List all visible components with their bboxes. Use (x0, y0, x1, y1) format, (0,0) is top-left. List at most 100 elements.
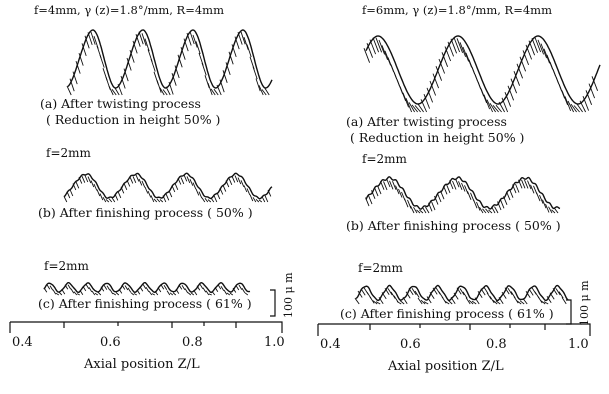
right-profile-a-hatch-line (531, 38, 539, 53)
right-f-label-b: f=2mm (362, 152, 408, 166)
right-profile-b-hatch-line (464, 185, 469, 194)
right-axis: 0.4 0.6 0.8 1.0 Axial position Z/L (317, 323, 591, 374)
left-profile-a-hatch-line (120, 75, 126, 89)
left-profile-c-hatch-line (202, 287, 207, 293)
right-profile-c-hatch-line (486, 292, 492, 300)
right-profile-b-hatch-line (530, 184, 535, 194)
left-profile-b-hatch-line (249, 194, 254, 202)
right-profile-b-hatch-line (407, 199, 412, 209)
right-profile-b-hatch-line (386, 178, 391, 188)
left-profile-c-hatch-line (190, 292, 195, 296)
left-profile-a-hatch-line (192, 34, 198, 48)
right-profile-a-hatch-line (567, 100, 575, 113)
right-profile-a-hatch-line (534, 37, 542, 53)
left-profile-c-hatch-line (241, 287, 246, 293)
right-profile-b-hatch-line (542, 199, 547, 209)
left-profile-c-hatch-line (103, 284, 108, 290)
left-profile-c-hatch-line (109, 289, 114, 295)
right-profile-c-hatch-line (465, 297, 471, 305)
left-profile-a-hatch-line (210, 88, 216, 96)
right-profile-b-hatch-line (383, 181, 388, 191)
right-profile-c-hatch-line (444, 300, 450, 305)
right-profile-a-hatch-line (438, 58, 446, 74)
left-profile-c-hatch-line (163, 285, 168, 291)
left-profile-a-hatch-line (111, 89, 117, 96)
left-profile-c-hatch-line (205, 290, 210, 296)
right-profile-a-hatch-line (441, 52, 449, 67)
left-profile-a-hatch-line (252, 66, 258, 80)
left-profile-b-hatch-line (204, 198, 209, 203)
right-profile-c-hatch-line (543, 301, 549, 305)
right-profile-a-hatch-line (543, 48, 551, 64)
left-profile-b-hatch-line (132, 176, 137, 183)
left-profile-b-hatch-line (150, 195, 155, 203)
right-tick-1-0: 1.0 (568, 337, 589, 352)
right-profile-b-hatch-line (494, 206, 499, 214)
left-profile-a-hatch-line (123, 68, 129, 82)
right-profile-a-hatch-line (573, 105, 580, 113)
left-profile-b-hatch-line (144, 186, 149, 194)
left-profile-c-hatch-line (226, 292, 231, 296)
right-profile-c-hatch-line (420, 299, 426, 305)
left-profile-c-hatch-line (70, 288, 75, 294)
left-profile-b-hatch-line (138, 178, 143, 186)
left-profile-a-hatch-line (258, 85, 264, 96)
right-profile-b-hatch-line (485, 208, 490, 214)
left-profile-c-hatch-line (49, 285, 54, 291)
left-caption-a: (a) After twisting process (40, 96, 201, 111)
left-profile-b-hatch-line (87, 176, 92, 184)
right-profile-c-hatch-line (387, 288, 393, 296)
left-profile-a-hatch-line (207, 82, 213, 96)
right-profile-a-hatch-line (483, 94, 491, 110)
right-profile-b-hatch-line (416, 209, 421, 214)
left-profile-a-hatch-line (129, 49, 135, 63)
right-profile-a-hatch-line (495, 104, 502, 113)
left-profile-b-hatch-line (99, 193, 104, 201)
right-profile-a-curve (365, 35, 601, 105)
right-profile-b-hatch-line (473, 199, 478, 209)
left-profile-c-hatch-line (169, 292, 174, 296)
left-profile-b-hatch-line (246, 188, 251, 196)
left-profile-c-hatch-line (244, 292, 249, 296)
left-profile-a-hatch-line (132, 40, 138, 54)
right-profile-b-hatch-line (398, 188, 403, 198)
left-profile-c-hatch-line (88, 287, 93, 293)
left-profile-a-hatch-line (156, 80, 162, 93)
right-profile-a-hatch-line (399, 86, 407, 102)
left-profile-a-hatch-line (264, 88, 270, 96)
left-profile-b-hatch-line (75, 181, 80, 189)
left-profile-a-hatch-line (84, 35, 90, 49)
left-profile-b-hatch-line (141, 180, 146, 188)
right-profile-a-hatch-line (378, 39, 386, 55)
left-caption-c: (c) After finishing process ( 61% ) (38, 296, 252, 311)
right-profile-c-hatch-line (414, 290, 420, 298)
right-profile-a-hatch-line (492, 105, 499, 113)
left-profile-b-hatch-line (147, 190, 152, 198)
right-profile-a-hatch-line (540, 43, 548, 59)
right-profile-b-hatch-line (377, 185, 382, 195)
left-profile-a-hatch-line (243, 37, 249, 50)
right-profile-b-hatch-line (521, 179, 526, 189)
right-profile-b-hatch-line (551, 209, 556, 214)
left-profile-a-hatch-line (189, 31, 195, 45)
right-profile-c-hatch-line (477, 290, 483, 298)
left-profile-a-hatch-line (162, 89, 168, 96)
left-profile-a-hatch-line (126, 57, 132, 71)
left-profile-b-hatch-line (117, 191, 122, 199)
right-header: f=6mm, γ (z)=1.8°/mm, R=4mm (362, 3, 552, 17)
left-profile-b-hatch-line (186, 176, 191, 184)
right-profile-b-hatch-line (437, 193, 442, 203)
right-profile-c-hatch-line (405, 291, 411, 299)
left-profile-c-hatch-line (112, 292, 117, 296)
right-profile-c-hatch-line (390, 291, 396, 299)
left-profile-c-hatch-line (142, 283, 147, 289)
left-profile-c-hatch-line (193, 290, 198, 296)
left-profile-c-hatch-line (223, 289, 228, 295)
left-profile-b-hatch-line (243, 185, 248, 193)
right-profile-c-hatch-line (459, 288, 465, 296)
left-profile-b-hatch-line (183, 174, 188, 182)
right-scale-label: 100 μ m (578, 280, 591, 326)
left-f-label-c: f=2mm (44, 259, 90, 273)
left-profile-b-hatch-line (63, 196, 68, 203)
